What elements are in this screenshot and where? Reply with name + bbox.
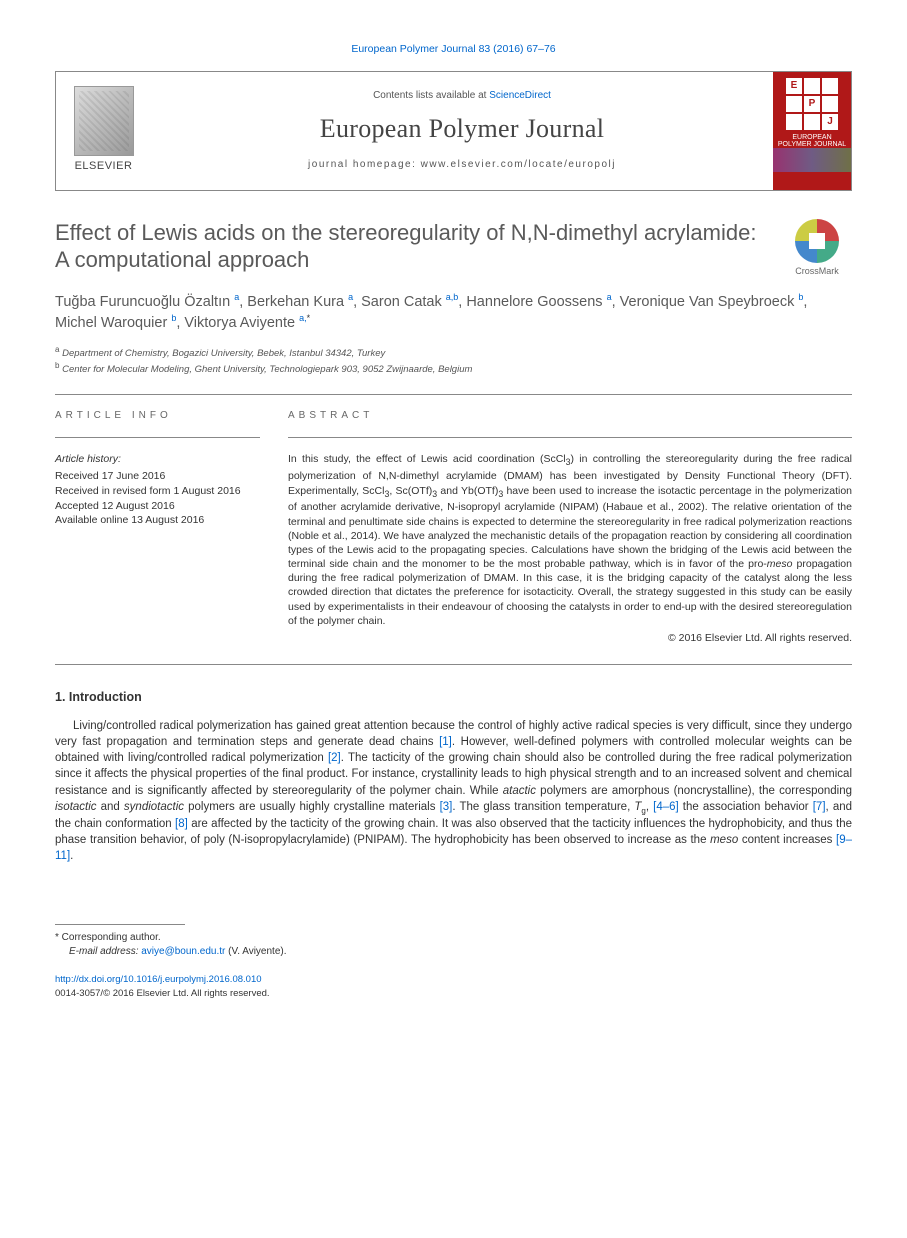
contents-prefix: Contents lists available at bbox=[373, 90, 489, 101]
divider bbox=[55, 437, 260, 438]
cover-letter bbox=[804, 78, 820, 94]
corresponding-author: * Corresponding author. bbox=[55, 931, 852, 945]
affiliation: b Center for Molecular Modeling, Ghent U… bbox=[55, 360, 852, 376]
history-label: Article history: bbox=[55, 452, 260, 467]
journal-cover-thumbnail: E P J EUROPEAN POLYMER JOURNAL bbox=[773, 72, 851, 190]
affiliation: a Department of Chemistry, Bogazici Univ… bbox=[55, 344, 852, 360]
cover-letter-grid: E P J bbox=[786, 78, 838, 130]
cover-letter bbox=[822, 78, 838, 94]
email-link[interactable]: aviye@boun.edu.tr bbox=[141, 946, 225, 957]
doi-link[interactable]: http://dx.doi.org/10.1016/j.eurpolymj.20… bbox=[55, 974, 262, 985]
abstract-label: ABSTRACT bbox=[288, 409, 852, 423]
affil-text: Center for Molecular Modeling, Ghent Uni… bbox=[62, 364, 472, 375]
journal-header-box: ELSEVIER Contents lists available at Sci… bbox=[55, 71, 852, 191]
affil-sup: a bbox=[55, 345, 59, 354]
article-title: Effect of Lewis acids on the stereoregul… bbox=[55, 219, 782, 274]
affil-text: Department of Chemistry, Bogazici Univer… bbox=[62, 348, 385, 359]
cover-letter: E bbox=[786, 78, 802, 94]
affil-sup: b bbox=[55, 361, 59, 370]
homepage-prefix: journal homepage: bbox=[308, 159, 421, 170]
elsevier-logo[interactable]: ELSEVIER bbox=[56, 72, 151, 190]
doi-block: http://dx.doi.org/10.1016/j.eurpolymj.20… bbox=[55, 973, 852, 1000]
history-item: Available online 13 August 2016 bbox=[55, 513, 260, 528]
journal-reference: European Polymer Journal 83 (2016) 67–76 bbox=[55, 42, 852, 57]
article-info-column: ARTICLE INFO Article history: Received 1… bbox=[55, 409, 260, 645]
abstract-copyright: © 2016 Elsevier Ltd. All rights reserved… bbox=[288, 631, 852, 646]
abstract-column: ABSTRACT In this study, the effect of Le… bbox=[288, 409, 852, 645]
divider bbox=[55, 664, 852, 665]
footer-divider bbox=[55, 924, 185, 925]
email-line: E-mail address: aviye@boun.edu.tr (V. Av… bbox=[55, 945, 852, 959]
cover-letter bbox=[804, 114, 820, 130]
history-item: Received in revised form 1 August 2016 bbox=[55, 484, 260, 499]
history-item: Received 17 June 2016 bbox=[55, 469, 260, 484]
section-heading-intro: 1. Introduction bbox=[55, 689, 852, 707]
intro-paragraph: Living/controlled radical polymerization… bbox=[55, 718, 852, 864]
elsevier-label: ELSEVIER bbox=[75, 159, 133, 174]
cover-letter: J bbox=[822, 114, 838, 130]
cover-letter bbox=[822, 96, 838, 112]
sciencedirect-link[interactable]: ScienceDirect bbox=[489, 90, 551, 101]
cover-letter bbox=[786, 96, 802, 112]
journal-name: European Polymer Journal bbox=[320, 111, 604, 147]
email-label: E-mail address: bbox=[69, 946, 138, 957]
cover-band-graphic bbox=[773, 148, 851, 172]
divider bbox=[55, 394, 852, 395]
contents-line: Contents lists available at ScienceDirec… bbox=[373, 89, 551, 103]
crossmark-icon bbox=[795, 219, 839, 263]
header-center: Contents lists available at ScienceDirec… bbox=[151, 72, 773, 190]
history-item: Accepted 12 August 2016 bbox=[55, 499, 260, 514]
abstract-text: In this study, the effect of Lewis acid … bbox=[288, 452, 852, 628]
crossmark-label: CrossMark bbox=[795, 265, 839, 278]
author-list: Tuğba Furuncuoğlu Özaltın a, Berkehan Ku… bbox=[55, 291, 852, 333]
elsevier-tree-icon bbox=[74, 86, 134, 156]
homepage-url[interactable]: www.elsevier.com/locate/europolj bbox=[421, 159, 616, 170]
cover-letter bbox=[786, 114, 802, 130]
homepage-line: journal homepage: www.elsevier.com/locat… bbox=[308, 158, 616, 172]
cover-letter: P bbox=[804, 96, 820, 112]
issn-line: 0014-3057/© 2016 Elsevier Ltd. All right… bbox=[55, 988, 270, 999]
email-author: (V. Aviyente). bbox=[228, 946, 286, 957]
crossmark-badge[interactable]: CrossMark bbox=[782, 219, 852, 278]
affiliations: a Department of Chemistry, Bogazici Univ… bbox=[55, 344, 852, 377]
article-info-label: ARTICLE INFO bbox=[55, 409, 260, 423]
divider bbox=[288, 437, 852, 438]
